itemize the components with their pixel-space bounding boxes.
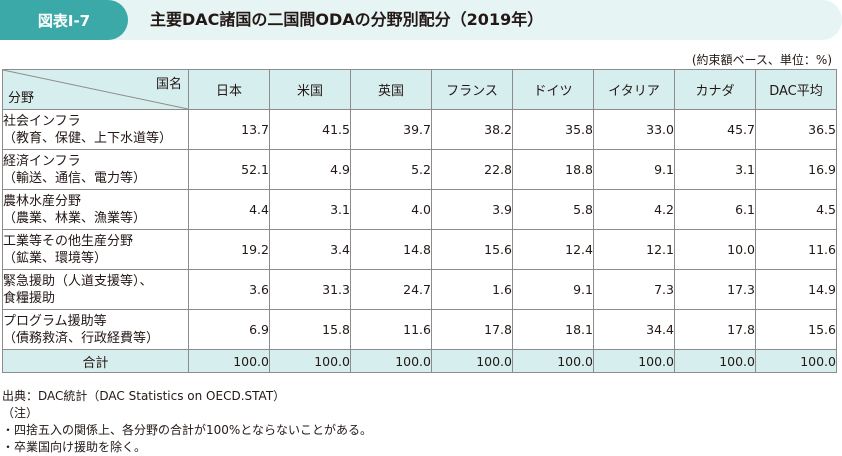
table-header-row: 国名 分野 日本 米国 英国 フランス ドイツ イタリア カナダ DAC平均 (2, 69, 837, 110)
total-cell: 100.0 (188, 349, 270, 373)
table-cell: 33.0 (593, 109, 675, 150)
table-cell: 9.1 (593, 149, 675, 190)
corner-label-sector: 分野 (8, 91, 35, 106)
table-cell: 5.2 (350, 149, 432, 190)
unit-note: (約束額ベース、単位：%) (691, 53, 832, 67)
total-cell: 100.0 (431, 349, 513, 373)
table-cell: 9.1 (512, 269, 594, 310)
table-cell: 19.2 (188, 229, 270, 270)
table-cell: 13.7 (188, 109, 270, 150)
column-header: DAC平均 (755, 69, 837, 110)
table-cell: 16.9 (755, 149, 837, 190)
total-cell: 100.0 (593, 349, 675, 373)
table-row: 社会インフラ （教育、保健、上下水道等） 13.7 41.5 39.7 38.2 … (2, 109, 837, 150)
row-header: 社会インフラ （教育、保健、上下水道等） (2, 109, 189, 150)
table-cell: 31.3 (269, 269, 351, 310)
column-header: 米国 (269, 69, 351, 110)
column-header: カナダ (674, 69, 756, 110)
corner-cell: 国名 分野 (2, 69, 189, 110)
table-cell: 3.1 (674, 149, 756, 190)
table-cell: 24.7 (350, 269, 432, 310)
table-cell: 1.6 (431, 269, 513, 310)
table-cell: 3.1 (269, 189, 351, 230)
table-cell: 3.9 (431, 189, 513, 230)
column-header: 英国 (350, 69, 432, 110)
table-cell: 38.2 (431, 109, 513, 150)
table-cell: 45.7 (674, 109, 756, 150)
column-header: ドイツ (512, 69, 594, 110)
table-cell: 10.0 (674, 229, 756, 270)
diagonal-divider (3, 70, 188, 109)
column-header: フランス (431, 69, 513, 110)
allocation-table: 国名 分野 日本 米国 英国 フランス ドイツ イタリア カナダ DAC平均 社… (2, 69, 837, 373)
table-cell: 52.1 (188, 149, 270, 190)
row-header: 経済インフラ （輸送、通信、電力等） (2, 149, 189, 190)
table-cell: 7.3 (593, 269, 675, 310)
notes-heading: （注） (2, 406, 39, 420)
table-cell: 17.3 (674, 269, 756, 310)
table-cell: 14.9 (755, 269, 837, 310)
table-cell: 15.6 (431, 229, 513, 270)
page-title: 主要DAC諸国の二国間ODAの分野別配分（2019年） (150, 10, 544, 29)
table-cell: 11.6 (350, 309, 432, 350)
table-cell: 15.6 (755, 309, 837, 350)
total-cell: 100.0 (674, 349, 756, 373)
table-cell: 35.8 (512, 109, 594, 150)
table-cell: 41.5 (269, 109, 351, 150)
row-header: 工業等その他生産分野 （鉱業、環境等） (2, 229, 189, 270)
table-cell: 17.8 (674, 309, 756, 350)
figure-label: 図表Ⅰ-7 (0, 0, 128, 40)
corner-label-country: 国名 (155, 77, 182, 92)
row-header: 農林水産分野 （農業、林業、漁業等） (2, 189, 189, 230)
column-header: イタリア (593, 69, 675, 110)
table-cell: 6.9 (188, 309, 270, 350)
table-cell: 5.8 (512, 189, 594, 230)
footnote-item: ・四捨五入の関係上、各分野の合計が100%とならないことがある。 (2, 423, 372, 437)
table-cell: 17.8 (431, 309, 513, 350)
table-cell: 12.4 (512, 229, 594, 270)
column-header: 日本 (188, 69, 270, 110)
row-header: 緊急援助（人道支援等）、 食糧援助 (2, 269, 189, 310)
table-row: 緊急援助（人道支援等）、 食糧援助 3.6 31.3 24.7 1.6 9.1 7… (2, 269, 837, 310)
table-cell: 15.8 (269, 309, 351, 350)
table-cell: 18.8 (512, 149, 594, 190)
table-cell: 14.8 (350, 229, 432, 270)
total-row: 合計 100.0 100.0 100.0 100.0 100.0 100.0 1… (2, 349, 837, 373)
table-row: 経済インフラ （輸送、通信、電力等） 52.1 4.9 5.2 22.8 18.8… (2, 149, 837, 190)
total-cell: 100.0 (269, 349, 351, 373)
total-cell: 100.0 (350, 349, 432, 373)
title-band (0, 0, 842, 40)
table-row: プログラム援助等 （債務救済、行政経費等） 6.9 15.8 11.6 17.8 … (2, 309, 837, 350)
table-cell: 18.1 (512, 309, 594, 350)
total-cell: 100.0 (512, 349, 594, 373)
table-cell: 12.1 (593, 229, 675, 270)
total-label: 合計 (2, 349, 189, 373)
table-row: 工業等その他生産分野 （鉱業、環境等） 19.2 3.4 14.8 15.6 12… (2, 229, 837, 270)
table-cell: 4.0 (350, 189, 432, 230)
table-cell: 36.5 (755, 109, 837, 150)
table-cell: 3.6 (188, 269, 270, 310)
table-cell: 4.4 (188, 189, 270, 230)
total-cell: 100.0 (755, 349, 837, 373)
table-cell: 39.7 (350, 109, 432, 150)
table-row: 農林水産分野 （農業、林業、漁業等） 4.4 3.1 4.0 3.9 5.8 4.… (2, 189, 837, 230)
table-cell: 3.4 (269, 229, 351, 270)
row-header: プログラム援助等 （債務救済、行政経費等） (2, 309, 189, 350)
table-cell: 4.9 (269, 149, 351, 190)
table-cell: 4.5 (755, 189, 837, 230)
footnotes: 出典：DAC統計（DAC Statistics on OECD.STAT） （注… (2, 388, 372, 456)
table-cell: 22.8 (431, 149, 513, 190)
table-cell: 34.4 (593, 309, 675, 350)
table-cell: 11.6 (755, 229, 837, 270)
table-cell: 4.2 (593, 189, 675, 230)
source-note: 出典：DAC統計（DAC Statistics on OECD.STAT） (2, 389, 286, 403)
table-cell: 6.1 (674, 189, 756, 230)
footnote-item: ・卒業国向け援助を除く。 (2, 440, 147, 454)
